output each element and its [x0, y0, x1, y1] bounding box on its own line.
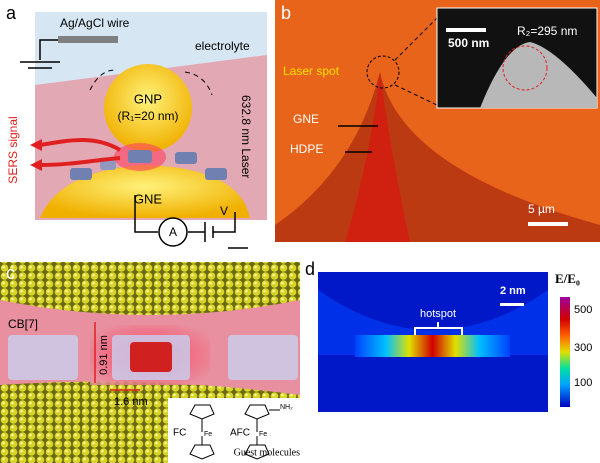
label: GNE [293, 112, 319, 126]
label: (R₁=20 nm) [117, 109, 178, 123]
gnp [104, 64, 192, 152]
label: Ag/AgCl wire [60, 16, 130, 30]
flow-arrow [184, 71, 213, 96]
label: Fe [259, 431, 267, 438]
zoom-lines [394, 17, 438, 106]
panel-label: c [6, 263, 15, 283]
label: GNP [134, 91, 162, 106]
label: HDPE [290, 142, 323, 156]
gne-shape [40, 165, 250, 218]
ground [20, 39, 60, 69]
label: Fe [204, 431, 212, 438]
molecules [70, 150, 227, 180]
scale-bar [500, 303, 524, 306]
label: 1.6 nm [114, 396, 148, 408]
label: FC [173, 428, 186, 439]
colorbar-tick: 300 [574, 342, 592, 354]
colorbar-tick: 500 [574, 304, 592, 316]
arrowhead [30, 139, 42, 151]
label: R₂=295 nm [517, 24, 577, 38]
arrowhead [30, 159, 42, 171]
ammeter [158, 217, 188, 247]
label: CB[7] [8, 317, 38, 331]
label: electrolyte [195, 39, 250, 53]
wire [58, 36, 118, 43]
field-band [355, 335, 510, 357]
label: A [169, 225, 177, 239]
label: AFC [230, 428, 250, 439]
sem-tip [480, 42, 597, 108]
top-electrode [0, 262, 300, 315]
label: Guest molecules [234, 447, 300, 458]
cb7-molecules [8, 335, 298, 380]
gne-core [345, 72, 410, 242]
zoom-circle [366, 55, 400, 89]
colorbar-tick: 100 [574, 377, 592, 389]
label: NH₂ [280, 404, 293, 411]
label: 0.91 nm [98, 335, 110, 375]
panel-label: b [281, 3, 291, 23]
scale-bar [528, 222, 568, 226]
label: V [220, 204, 228, 218]
colorbar-title: E/E₀ [555, 271, 580, 286]
guest-inset [168, 398, 300, 463]
colorbar [560, 297, 570, 407]
label: Laser spot [283, 64, 340, 78]
label: 500 nm [448, 36, 489, 50]
label: SERS signal [6, 116, 20, 183]
label: 5 µm [528, 202, 555, 216]
label: 2 nm [500, 285, 526, 297]
label: 632.8 nm Laser [239, 95, 253, 178]
guest-structures [189, 404, 280, 460]
hotspot-bracket [414, 322, 463, 335]
panel-label: a [6, 3, 17, 23]
panel-d: d E/E₀ 2 nm hotspot 500 300 100 [305, 259, 592, 412]
sers-arrows [39, 138, 122, 167]
flow-arrow [89, 69, 116, 91]
circuit [134, 195, 248, 249]
panel-b: b 500 nm R₂=295 nm Laser spot GNE HDPE 5… [275, 0, 600, 242]
panel-c: c CB[7] 0.91 nm 1.6 nm FC AFC NH₂ Fe Fe … [0, 262, 300, 463]
radius-circle [502, 45, 548, 91]
dimension-arrows [94, 322, 140, 391]
panel-a: a Ag/AgCl wire electrolyte GNP (R₁=20 nm… [6, 3, 267, 249]
label: GNE [134, 191, 163, 206]
panel-label: d [305, 259, 315, 279]
scale-bar [446, 28, 486, 32]
gne-tip [275, 72, 600, 242]
label: hotspot [420, 308, 456, 320]
pointers [338, 125, 378, 153]
